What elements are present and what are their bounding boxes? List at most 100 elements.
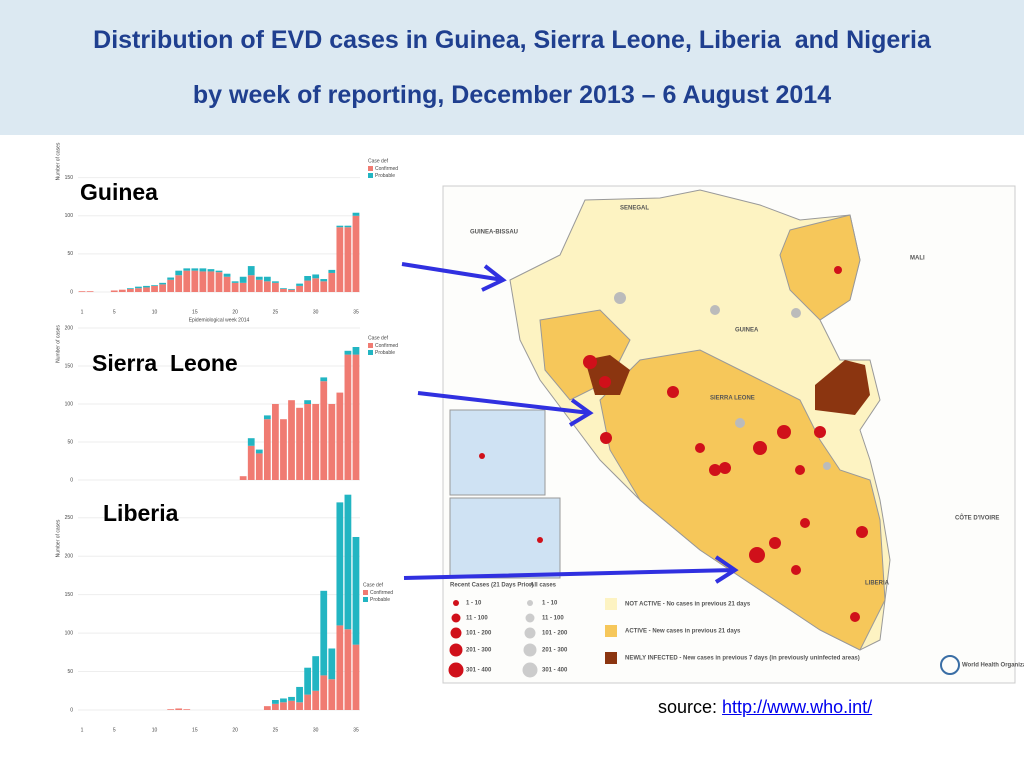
y-tick-label: 100: [65, 213, 74, 219]
x-tick-label: 35: [353, 727, 359, 733]
x-axis-label: Epidemiological week 2014: [189, 317, 250, 323]
bar: [199, 268, 207, 272]
bar: [304, 400, 312, 404]
bar: [312, 404, 320, 480]
legend-entry: Confirmed: [375, 166, 398, 172]
legend-range: 11 - 100: [542, 616, 564, 622]
panel-label: Guinea: [80, 179, 158, 205]
bar: [352, 212, 360, 216]
bar: [320, 281, 328, 292]
bar: [336, 227, 344, 292]
y-axis-label: Number of cases: [55, 325, 61, 363]
bar: [159, 284, 166, 292]
bar: [336, 502, 344, 626]
x-tick-label: 10: [152, 727, 158, 733]
bar: [223, 273, 231, 277]
bar: [344, 629, 352, 710]
bar: [239, 476, 247, 480]
x-tick-label: 25: [273, 727, 279, 733]
legend-range: 201 - 300: [542, 648, 568, 654]
bar: [263, 281, 271, 292]
bar: [328, 272, 336, 292]
panel-label: Sierra Leone: [92, 350, 238, 376]
bar: [272, 700, 279, 704]
bar: [344, 350, 352, 355]
bar: [215, 270, 223, 273]
bar: [143, 285, 150, 288]
x-tick-label: 25: [273, 309, 279, 315]
y-tick-label: 50: [67, 669, 73, 675]
bar: [143, 287, 150, 292]
bar: [110, 290, 118, 292]
legend-entry: Probable: [375, 173, 395, 179]
bar: [352, 347, 360, 355]
x-tick-label: 15: [192, 727, 198, 733]
map-label: LIBERIA: [865, 581, 890, 587]
bar: [183, 709, 191, 710]
newly-infected: [815, 360, 870, 415]
legend-range: 1 - 10: [542, 601, 558, 607]
bar: [231, 282, 239, 292]
case-circles: [583, 266, 868, 622]
bar: [336, 225, 344, 228]
plot-area: [78, 151, 360, 292]
active-region: [599, 349, 886, 651]
y-tick-label: 250: [65, 515, 74, 521]
active-region: [779, 214, 861, 321]
y-axis-label: Number of cases: [55, 519, 61, 557]
legend-title: Case def: [368, 335, 389, 341]
bar: [304, 404, 312, 480]
bar: [207, 271, 215, 292]
x-tick-label: 20: [232, 309, 238, 315]
bar: [344, 354, 352, 480]
legend-swatch: [363, 590, 368, 595]
map-label: All cases: [530, 583, 557, 589]
legend-swatch: [368, 343, 373, 348]
bar: [263, 419, 271, 480]
bar: [312, 656, 320, 691]
y-tick-label: 0: [70, 707, 73, 713]
bar: [296, 283, 303, 286]
x-tick-label: 5: [113, 309, 116, 315]
bar: [344, 494, 352, 630]
bar: [126, 288, 134, 289]
y-tick-label: 150: [65, 592, 74, 598]
legend-range: 201 - 300: [466, 648, 492, 654]
bar: [280, 698, 287, 703]
map-label: ACTIVE - New cases in previous 21 days: [625, 629, 741, 635]
bar: [352, 536, 360, 645]
title: Distribution of EVD cases in Guinea, Sie…: [93, 26, 931, 54]
bar: [247, 445, 255, 480]
bar: [255, 449, 263, 454]
legend-entry: Probable: [375, 350, 395, 356]
y-tick-label: 0: [70, 477, 73, 483]
bar: [312, 690, 320, 710]
bar: [223, 276, 231, 292]
map-label: SIERRA LEONE: [710, 396, 755, 402]
map-label: World Health Organization: [962, 663, 1024, 669]
bar: [320, 675, 328, 710]
y-tick-label: 0: [70, 289, 73, 295]
legend-title: Case def: [368, 158, 389, 164]
bar: [255, 276, 263, 280]
header: Distribution of EVD cases in Guinea, Sie…: [0, 0, 1024, 135]
bar: [199, 271, 207, 292]
map: [442, 185, 1016, 684]
bar: [175, 270, 183, 276]
legend-swatch: [368, 166, 373, 171]
bar: [247, 266, 255, 276]
legend-range: 1 - 10: [466, 601, 482, 607]
source-link[interactable]: http://www.who.int/: [722, 697, 873, 717]
bar: [344, 225, 352, 228]
bar: [272, 281, 279, 283]
bar: [175, 275, 183, 292]
bar: [183, 270, 191, 292]
bar: [183, 268, 191, 271]
bar: [304, 694, 312, 710]
bar: [272, 404, 279, 480]
bar: [191, 270, 199, 292]
x-tick-label: 30: [313, 309, 319, 315]
bar: [167, 709, 175, 710]
